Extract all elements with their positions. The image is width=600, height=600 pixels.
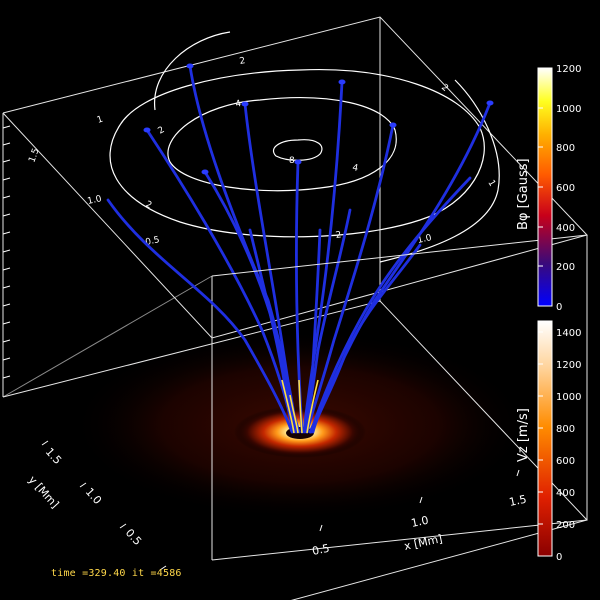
contour-1-left: [154, 31, 231, 111]
contour-label: 2: [157, 125, 167, 137]
colorbar-vz: 0 200 400 600 800 1000 1200 1400 Vz [m/s…: [516, 320, 581, 563]
cbar-vz-label: Vz [m/s]: [516, 408, 531, 462]
contour-label: 1: [96, 115, 105, 126]
time-iteration-readout: time =329.40 it =4586: [51, 568, 182, 579]
contour-label: 2: [335, 230, 342, 241]
cbar-vz-tick: 0: [556, 552, 562, 563]
cbar-vz-tick: 1400: [556, 328, 581, 339]
contour-label: 2: [239, 56, 246, 67]
contour-label: 8: [289, 156, 295, 166]
cbar-b-tick: 1200: [556, 64, 581, 75]
contour-label: 4: [235, 99, 243, 110]
y-tick: 0.5: [123, 526, 144, 548]
cbar-vz-tick: 200: [556, 520, 575, 531]
cbar-vz-tick: 1000: [556, 392, 581, 403]
contour-1-right: [379, 79, 500, 263]
field-line-cores: [281, 379, 319, 434]
contour-label: 4: [351, 163, 359, 174]
contour-label: 1: [485, 179, 497, 189]
y-axis-label: y [Mm]: [26, 473, 62, 511]
cbar-b-tick: 400: [556, 223, 575, 234]
cbar-vz-tick: 600: [556, 456, 575, 467]
colorbar-b: 0 200 400 600 800 1000 1200 Bφ [Gauss]: [516, 64, 581, 313]
cbar-b-tick: 200: [556, 262, 575, 273]
contour-label: 2: [439, 83, 450, 94]
cbar-b-tick: 1000: [556, 104, 581, 115]
svg-text:1.0: 1.0: [87, 194, 103, 207]
cbar-vz-tick: 400: [556, 488, 575, 499]
cbar-b-tick: 800: [556, 143, 575, 154]
contour-label: 2: [144, 200, 153, 211]
top-box-ticks: 1.0 1.5 0.5 1.0: [27, 147, 432, 248]
cbar-vz-tick: 800: [556, 424, 575, 435]
axis-tick-marks: [2, 125, 520, 571]
field-line-endpoints: [143, 63, 494, 175]
contour-4: [167, 97, 397, 192]
cbar-b-label: Bφ [Gauss]: [516, 158, 531, 230]
x-tick: 0.5: [311, 542, 331, 558]
svg-text:1.0: 1.0: [417, 233, 433, 246]
cbar-vz-tick: 1200: [556, 360, 581, 371]
x-tick: 1.0: [410, 514, 430, 530]
y-tick: 1.5: [43, 445, 64, 467]
field-lines: [106, 64, 492, 434]
y-tick: 1.0: [83, 485, 104, 507]
box-front-edges: [211, 234, 588, 561]
svg-text:1.5: 1.5: [27, 147, 41, 164]
contour-8: [272, 139, 323, 161]
x-axis-label: x [Mm]: [403, 532, 444, 553]
x-tick: 1.5: [508, 493, 528, 509]
cbar-b-tick: 600: [556, 183, 575, 194]
vz-floor-map: [70, 330, 530, 520]
contour-lines: [109, 31, 500, 263]
cbar-b-tick: 0: [556, 302, 562, 313]
contour-labels: 1 1 2 2 2 2 2 4 4 8: [96, 56, 497, 241]
